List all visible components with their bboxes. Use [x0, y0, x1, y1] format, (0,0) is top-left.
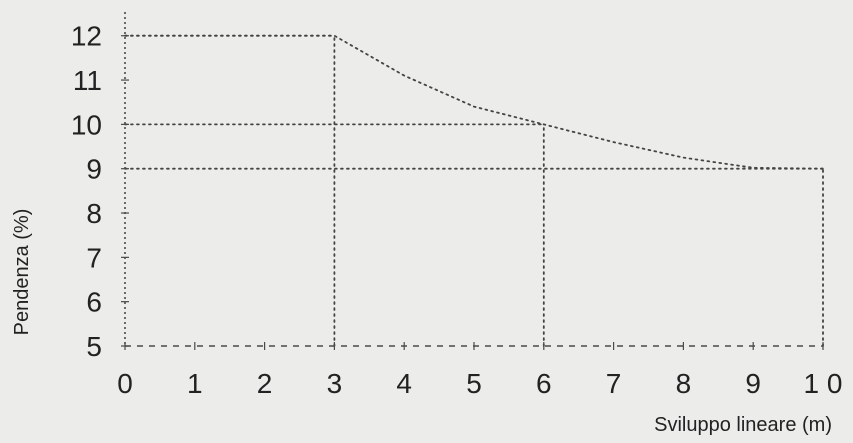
x-tick-label: 7	[606, 368, 622, 399]
reference-lines	[124, 34, 824, 347]
x-tick-label: 6	[536, 368, 552, 399]
y-tick-label: 7	[86, 242, 102, 273]
y-tick-label: 11	[73, 65, 102, 96]
x-tick-label: 0	[117, 368, 133, 399]
y-tick-label: 5	[86, 331, 102, 362]
axes	[121, 12, 824, 350]
y-tick-label: 8	[86, 198, 102, 229]
y-tick-label: 6	[86, 287, 102, 318]
y-tick-label: 12	[71, 21, 102, 52]
y-tick-label: 10	[71, 109, 102, 140]
series-line	[124, 34, 824, 170]
x-tick-label: 2	[257, 368, 273, 399]
x-tick-label: 1 0	[804, 368, 843, 399]
x-tick-label: 8	[676, 368, 692, 399]
x-tick-label: 1	[187, 368, 203, 399]
x-tick-label: 9	[745, 368, 761, 399]
y-axis-label: Pendenza (%)	[11, 209, 33, 336]
x-tick-label: 4	[396, 368, 412, 399]
x-axis-label: Sviluppo lineare (m)	[654, 414, 832, 436]
x-tick-label: 5	[466, 368, 482, 399]
curve-layer	[124, 34, 824, 170]
y-tick-label: 9	[86, 154, 102, 185]
x-tick-label: 3	[327, 368, 343, 399]
